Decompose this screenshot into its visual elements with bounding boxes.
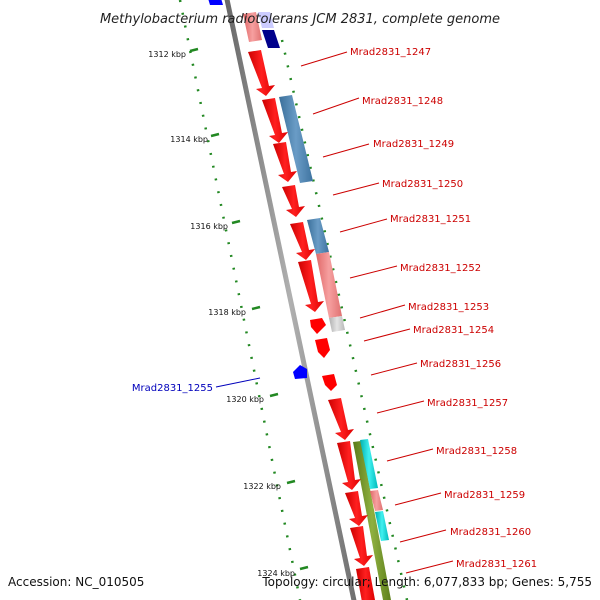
scale-tick <box>286 479 296 485</box>
gene-arrow-1260[interactable] <box>350 526 373 566</box>
feature-bar-cyan-2[interactable] <box>375 511 389 541</box>
gene-label-1256[interactable]: Mrad2831_1256 <box>420 359 501 370</box>
gene-leader-line <box>376 400 425 414</box>
gene-label-1255[interactable]: Mrad2831_1255 <box>132 383 213 394</box>
gene-arrow-1261[interactable] <box>356 567 375 600</box>
feature-tracks <box>258 12 391 600</box>
gene-arrow-1250[interactable] <box>282 185 305 217</box>
gene-leader-line <box>332 182 380 196</box>
gene-label-1258[interactable]: Mrad2831_1258 <box>436 446 517 457</box>
map-title: Methylobacterium radiotolerans JCM 2831,… <box>100 12 500 27</box>
feature-bar-grey[interactable] <box>329 316 345 332</box>
gene-label-1251[interactable]: Mrad2831_1251 <box>390 214 471 225</box>
accession-text: Accession: NC_010505 <box>8 575 144 589</box>
gene-leader-line <box>215 377 261 388</box>
gene-arrow-1254[interactable] <box>315 338 330 358</box>
gene-leader-line <box>312 97 360 115</box>
gene-arrows <box>207 0 375 600</box>
gene-label-1257[interactable]: Mrad2831_1257 <box>427 398 508 409</box>
feature-bar-cyan[interactable] <box>360 439 378 489</box>
gene-leader-line <box>405 560 454 574</box>
gene-label-1260[interactable]: Mrad2831_1260 <box>450 527 531 538</box>
gene-arrow-top-pink[interactable] <box>243 12 262 42</box>
genome-backbone <box>224 0 357 600</box>
outer-guide-track <box>280 39 409 600</box>
gene-arrow-1252[interactable] <box>298 260 324 312</box>
scale-tick-label: 1320 kbp <box>226 395 264 404</box>
gene-label-1259[interactable]: Mrad2831_1259 <box>444 490 525 501</box>
scale-tick <box>210 132 220 138</box>
scale-tick-label: 1314 kbp <box>170 135 208 144</box>
inner-guide-track <box>178 0 302 600</box>
gene-leader-line <box>386 448 434 462</box>
gene-arrow-1259[interactable] <box>345 491 368 526</box>
gene-label-1249[interactable]: Mrad2831_1249 <box>373 139 454 150</box>
gene-arrow-1258[interactable] <box>337 441 361 490</box>
scale-tick <box>189 47 199 53</box>
feature-bar-olive[interactable] <box>353 441 391 600</box>
gene-labels: Mrad2831_1247 Mrad2831_1248 Mrad2831_1249 M… <box>132 47 537 574</box>
gene-label-1261[interactable]: Mrad2831_1261 <box>456 559 537 570</box>
gene-leader-line <box>399 529 447 543</box>
feature-bar-steel-2[interactable] <box>307 218 329 254</box>
scale-tick-label: 1312 kbp <box>148 50 186 59</box>
gene-arrow-1248[interactable] <box>262 98 288 143</box>
gene-label-1247[interactable]: Mrad2831_1247 <box>350 47 431 58</box>
gene-arrow-top-blue[interactable] <box>207 0 223 5</box>
gene-arrow-1251[interactable] <box>290 222 315 260</box>
scale-tick-label: 1322 kbp <box>243 482 281 491</box>
feature-bar-navy[interactable] <box>262 30 280 48</box>
gene-leader-line <box>300 51 348 67</box>
scale-tick <box>299 565 309 571</box>
gene-leader-line <box>370 362 418 376</box>
gene-leader-line <box>322 143 370 158</box>
gene-leader-line <box>359 304 406 319</box>
gene-leader-line <box>349 265 398 279</box>
gene-arrow-1253[interactable] <box>310 318 326 334</box>
gene-label-1250[interactable]: Mrad2831_1250 <box>382 179 463 190</box>
gene-arrow-1247[interactable] <box>248 50 275 96</box>
gene-label-1248[interactable]: Mrad2831_1248 <box>362 96 443 107</box>
gene-leader-line <box>363 328 411 342</box>
gene-arrow-1256[interactable] <box>322 374 337 391</box>
gene-label-1252[interactable]: Mrad2831_1252 <box>400 263 481 274</box>
feature-bar-pink-2[interactable] <box>370 490 383 511</box>
scale-ticks: 1312 kbp 1314 kbp 1316 kbp 1318 kbp 1320 kbp… <box>148 47 309 578</box>
gene-label-1253[interactable]: Mrad2831_1253 <box>408 302 489 313</box>
genome-summary-text: Topology: circular; Length: 6,077,833 bp… <box>261 575 592 589</box>
gene-leader-line <box>394 492 442 506</box>
gene-label-1254[interactable]: Mrad2831_1254 <box>413 325 494 336</box>
scale-tick <box>231 219 241 225</box>
gene-arrow-1255[interactable] <box>293 365 307 379</box>
feature-bar-pink-1[interactable] <box>316 252 342 318</box>
scale-tick-label: 1318 kbp <box>208 308 246 317</box>
gene-leader-line <box>339 218 388 233</box>
scale-tick-label: 1324 kbp <box>257 569 295 578</box>
scale-tick <box>269 392 279 398</box>
scale-tick <box>251 305 261 311</box>
feature-bar-steel-1[interactable] <box>279 95 313 183</box>
gene-arrow-1257[interactable] <box>328 398 354 440</box>
feature-bar-lavender[interactable] <box>258 12 274 28</box>
scale-tick-label: 1316 kbp <box>190 222 228 231</box>
gene-arrow-1249[interactable] <box>273 142 297 182</box>
